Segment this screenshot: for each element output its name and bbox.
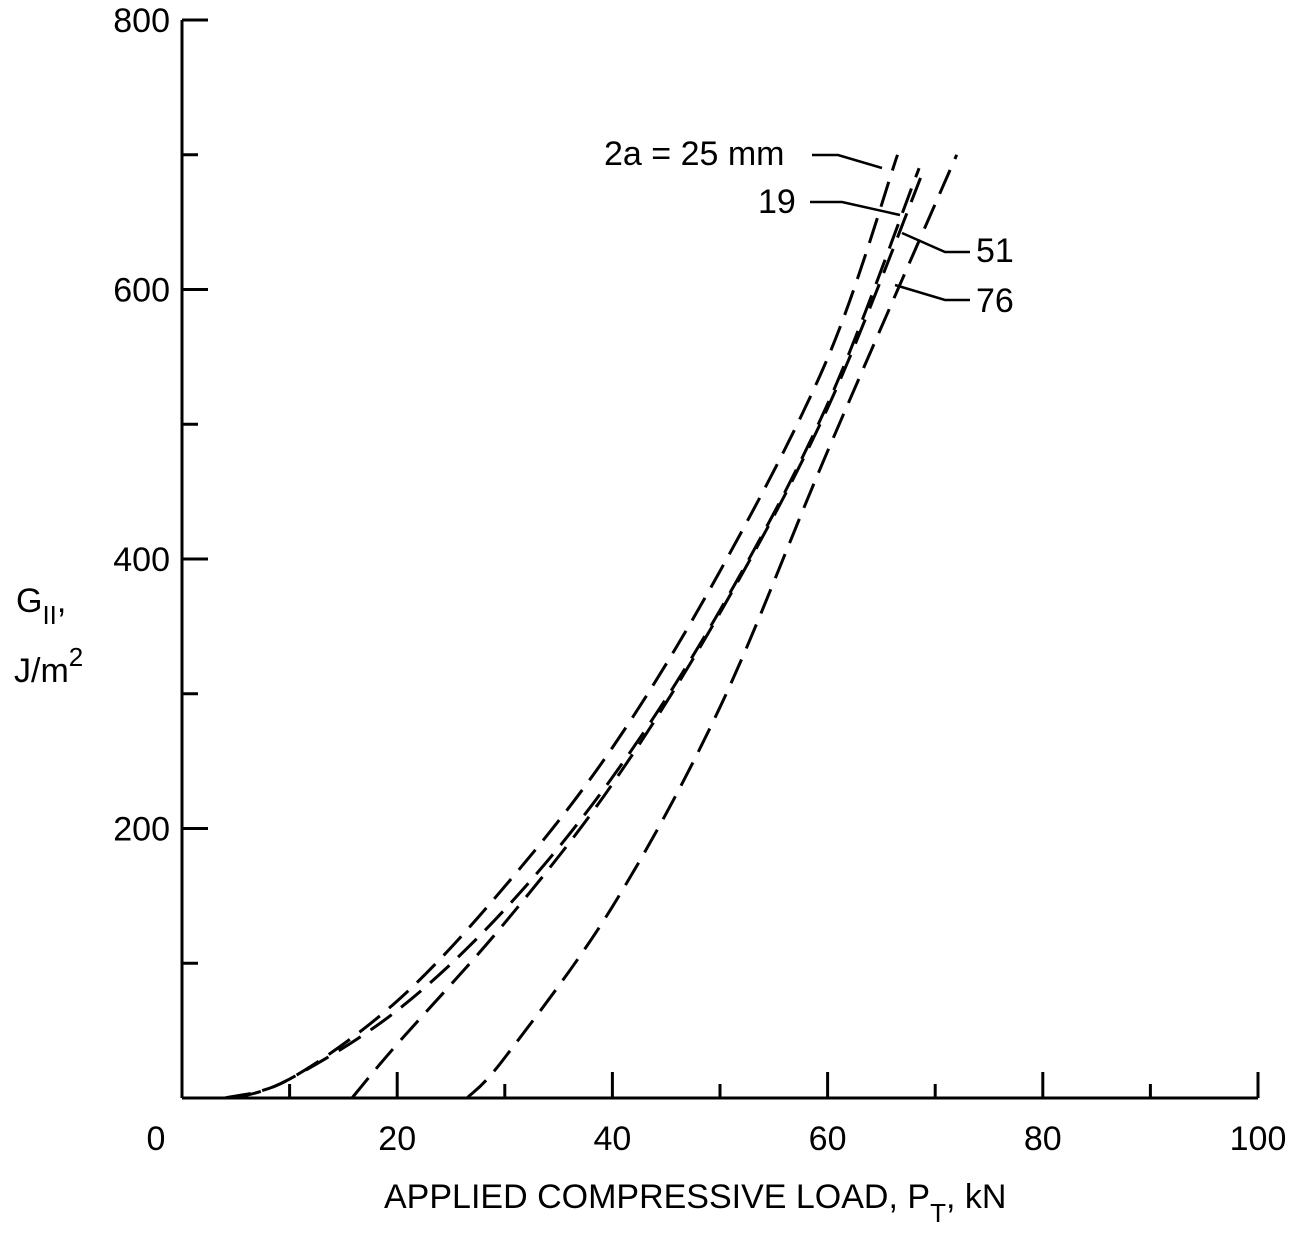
x-tick-label: 60 — [809, 1120, 847, 1158]
x-axis-title-sub: T — [930, 1198, 946, 1228]
leader-line-25mm — [812, 153, 883, 170]
series-line-1 — [235, 167, 921, 1100]
y-tick-label: 400 — [113, 541, 170, 579]
y-axis-title-sub: II — [42, 600, 56, 630]
x-tick-label: 40 — [593, 1120, 631, 1158]
y-axis-title-main: G — [16, 582, 42, 620]
series-labels: 2a = 25 mm 19 51 76 — [604, 135, 1014, 320]
x-axis-title-end: , kN — [946, 1178, 1006, 1216]
x-axis-title-main: APPLIED COMPRESSIVE LOAD, P — [384, 1178, 930, 1216]
leader-line-51 — [901, 231, 970, 254]
tick-labels: 0 20 40 60 80 100 200 400 600 800 — [113, 2, 1286, 1158]
series-label-19: 19 — [758, 183, 796, 221]
leader-line-76 — [894, 283, 970, 302]
y-axis-units-main: J/m — [14, 652, 69, 690]
y-axis-title-comma: , — [57, 582, 66, 620]
x-tick-label: 100 — [1230, 1120, 1287, 1158]
series-layer — [224, 154, 959, 1100]
series-line-3 — [466, 154, 959, 1100]
y-tick-label: 200 — [113, 811, 170, 849]
y-axis-title-line1: GII, — [16, 582, 66, 630]
y-axis-units-sup: 2 — [69, 642, 83, 672]
series-label-25mm: 2a = 25 mm — [604, 135, 784, 173]
x-tick-label: 80 — [1024, 1120, 1062, 1158]
plot-axes — [180, 20, 1258, 1100]
series-label-76: 76 — [976, 282, 1014, 320]
y-tick-label: 600 — [113, 272, 170, 310]
x-tick-label: 0 — [147, 1120, 166, 1158]
leader-line-19 — [810, 200, 901, 217]
x-axis-title: APPLIED COMPRESSIVE LOAD, PT, kN — [384, 1178, 1006, 1228]
series-line-2 — [350, 167, 926, 1099]
y-tick-label: 800 — [113, 2, 170, 40]
ticks — [182, 18, 1260, 1098]
series-label-51: 51 — [976, 232, 1014, 270]
y-axis-title-line2: J/m2 — [14, 642, 83, 690]
series-line-0 — [224, 154, 899, 1100]
x-tick-label: 20 — [378, 1120, 416, 1158]
